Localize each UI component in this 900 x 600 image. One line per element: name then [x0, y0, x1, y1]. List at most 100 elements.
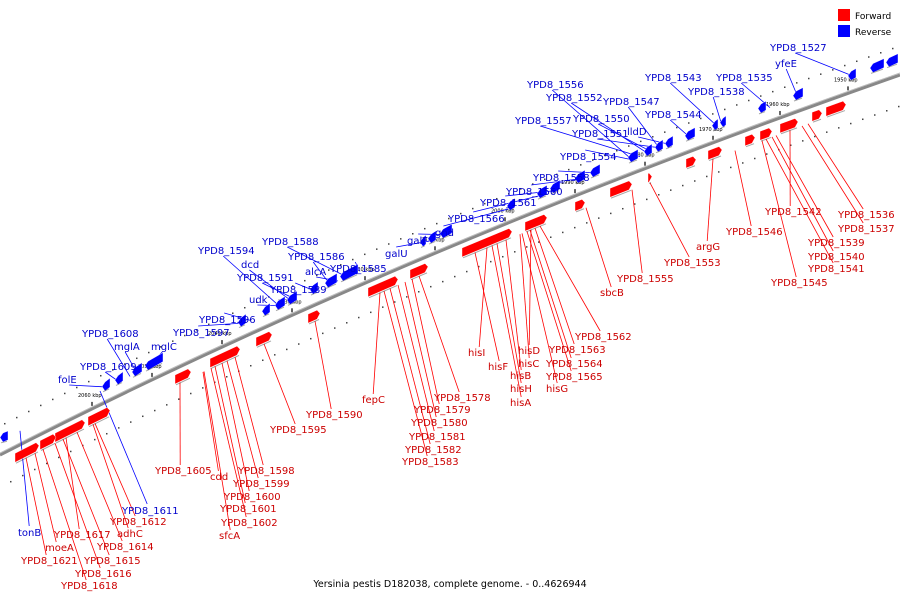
gene-label-argg: argG	[696, 242, 720, 253]
tick-label: 1980 kbp	[631, 153, 655, 159]
forward-gene	[759, 127, 773, 141]
minor-tick	[508, 193, 510, 195]
minor-tick	[646, 198, 648, 201]
minor-tick	[76, 386, 78, 389]
minor-tick	[628, 145, 630, 147]
reverse-gene-shadow	[238, 324, 246, 328]
reverse-gene-shadow	[758, 111, 766, 115]
forward-gene	[209, 345, 241, 368]
gene-label-ypd8-1545: YPD8_1545	[770, 278, 828, 289]
minor-tick	[820, 73, 822, 75]
minor-tick	[610, 212, 612, 215]
leader-ypd8-1579	[411, 278, 440, 405]
gene-label-ypd8-1535: YPD8_1535	[715, 73, 773, 84]
minor-tick	[520, 188, 522, 190]
minor-tick	[466, 270, 468, 273]
leader-dcd	[249, 269, 293, 302]
gene-label-hisd: hisD	[518, 346, 540, 357]
gene-label-dcd: dcd	[241, 260, 259, 271]
gene-label-ypd8-1538: YPD8_1538	[687, 87, 745, 98]
gene-label-ypd8-1617: YPD8_1617	[53, 530, 111, 541]
minor-tick	[40, 404, 42, 407]
gene-label-ypd8-1563: YPD8_1563	[548, 345, 606, 356]
leader-ypd8-1580	[404, 281, 437, 418]
reverse-gene	[309, 281, 319, 295]
gene-label-hisi: hisI	[468, 348, 485, 359]
legend-reverse-swatch	[838, 25, 850, 37]
minor-tick	[346, 322, 348, 324]
gene-label-ypd8-1556: YPD8_1556	[526, 80, 584, 91]
forward-gene-shadow	[368, 285, 398, 299]
minor-tick	[70, 450, 72, 453]
leader-ypd8-1537	[801, 125, 864, 224]
gene-label-ypd8-1552: YPD8_1552	[545, 93, 603, 104]
minor-tick	[634, 203, 636, 205]
gene-label-ypd8-1543: YPD8_1543	[644, 73, 702, 84]
reverse-gene	[419, 234, 427, 247]
forward-gene-shadow	[15, 451, 39, 464]
minor-tick	[736, 104, 738, 106]
leader-hisc	[519, 234, 530, 359]
minor-tick	[34, 468, 36, 471]
leader-ypd8-1546	[734, 150, 752, 227]
leader-ypd8-1538	[712, 96, 723, 126]
reverse-gene	[757, 100, 767, 114]
leader-moea	[34, 453, 57, 543]
gene-label-ypd8-1595: YPD8_1595	[269, 425, 327, 436]
leader-ypd8-1555	[631, 189, 643, 274]
minor-tick	[694, 180, 696, 182]
leader-ypd8-1562	[539, 225, 601, 332]
gene-label-ypd8-1600: YPD8_1600	[223, 492, 281, 503]
minor-tick	[616, 149, 618, 152]
gene-label-ypd8-1578: YPD8_1578	[433, 393, 491, 404]
leader-ypd8-1601	[214, 366, 246, 504]
minor-tick	[418, 291, 420, 293]
gene-label-ypd8-1537: YPD8_1537	[837, 224, 895, 235]
gene-label-hisf: hisF	[488, 362, 508, 373]
reverse-gene-shadow	[575, 180, 585, 185]
leader-ypd8-1540	[771, 136, 834, 252]
minor-tick	[772, 90, 774, 93]
reverse-gene-shadow	[720, 126, 726, 129]
minor-tick	[436, 222, 438, 225]
forward-gene-shadow	[40, 443, 56, 451]
minor-tick	[28, 410, 30, 413]
minor-tick	[538, 241, 540, 243]
gene-label-tonb: tonB	[18, 528, 41, 539]
leader-adhc	[92, 424, 129, 529]
leader-ypd8-1545	[761, 140, 797, 278]
gene-label-mgla: mglA	[114, 342, 140, 353]
minor-tick	[64, 392, 66, 395]
minor-tick	[898, 105, 900, 108]
forward-gene	[461, 228, 513, 258]
forward-gene-shadow	[462, 237, 512, 259]
minor-tick	[316, 274, 318, 277]
gene-label-moea: moeA	[45, 543, 74, 554]
minor-tick	[712, 113, 714, 115]
minor-tick	[718, 171, 720, 173]
gene-label-ypd8-1546: YPD8_1546	[725, 227, 783, 238]
forward-gene	[367, 275, 399, 298]
gene-label-ypd8-1621: YPD8_1621	[20, 556, 78, 567]
minor-tick	[340, 264, 342, 266]
minor-tick	[250, 364, 252, 367]
gene-label-ypd8-1590: YPD8_1590	[305, 410, 363, 421]
forward-gene	[779, 118, 799, 134]
gene-label-ypd8-1602: YPD8_1602	[220, 518, 278, 529]
reverse-gene-shadow	[420, 245, 426, 248]
genome-backbone-highlight	[0, 72, 900, 454]
minor-tick	[310, 337, 312, 340]
genome-backbone	[0, 73, 900, 457]
tick-label: 2000 kbp	[491, 208, 515, 214]
reverse-gene	[427, 230, 437, 244]
minor-tick	[178, 398, 180, 400]
forward-gene-shadow	[745, 143, 755, 148]
leader-ypd8-1527	[795, 52, 856, 78]
minor-tick	[640, 140, 642, 143]
reverse-gene-shadow	[262, 313, 270, 318]
minor-tick	[370, 311, 372, 314]
forward-leader-lines	[25, 123, 864, 581]
tick-label: 1960 kbp	[766, 102, 790, 108]
reverse-gene-shadow	[537, 195, 547, 200]
minor-tick	[286, 348, 288, 351]
